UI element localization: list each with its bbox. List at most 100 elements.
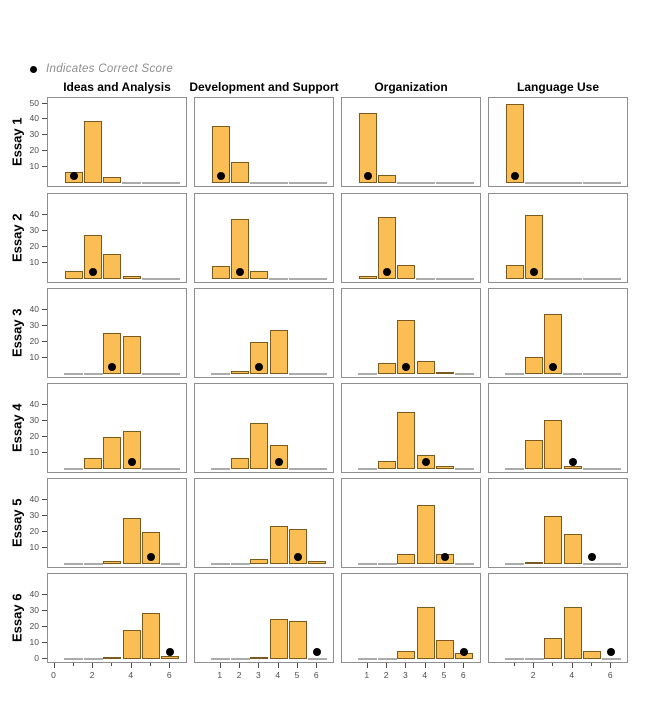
y-tick-label: 20: [29, 241, 39, 252]
zero-bar-score-5: [288, 181, 308, 184]
y-tick-label: 40: [29, 589, 39, 600]
bar-score-4: [269, 619, 288, 659]
x-tick-label: 4: [275, 670, 281, 680]
panel-essay-1-organization: [341, 97, 481, 187]
y-tick-label: 20: [29, 336, 39, 347]
y-tick-label: 30: [29, 225, 39, 236]
zero-bar-score-1: [505, 372, 525, 375]
correct-score-dot: [549, 363, 558, 371]
y-tick-mark: [42, 134, 47, 136]
panel-essay-6-ideas-and-analysis: [47, 573, 187, 663]
zero-bar-score-6: [160, 181, 180, 184]
bar-score-5: [436, 639, 454, 659]
zero-bar-score-5: [435, 181, 455, 184]
y-tick-mark: [42, 658, 47, 659]
x-tick-label: 1: [364, 670, 370, 680]
y-tick-mark: [42, 246, 47, 248]
panel-essay-2-development-and-support: [194, 193, 334, 283]
zero-bar-score-2: [230, 562, 250, 565]
bar-score-5: [289, 529, 307, 564]
zero-bar-score-3: [249, 181, 269, 184]
x-tick-mark: [366, 663, 368, 668]
panel-essay-1-language-use: [488, 97, 628, 187]
y-tick-label: 40: [29, 399, 39, 410]
panel-essay-6-development-and-support: [194, 573, 334, 663]
y-tick-mark: [42, 547, 47, 549]
zero-bar-score-3: [396, 181, 416, 184]
column-title-organization: Organization: [374, 80, 448, 94]
row-label-essay-2: Essay 2: [9, 213, 25, 263]
bar-score-4: [563, 606, 582, 659]
y-tick-mark: [42, 230, 47, 232]
y-tick-mark: [42, 118, 47, 120]
y-tick-label: 10: [29, 352, 39, 363]
correct-score-dot: [402, 363, 411, 371]
bar-score-2: [84, 234, 103, 279]
y-tick-label: 20: [29, 145, 39, 156]
correct-score-dot: [421, 458, 430, 466]
bar-score-4: [416, 361, 435, 374]
zero-bar-score-6: [601, 467, 621, 470]
bar-score-2: [378, 362, 397, 374]
zero-bar-score-6: [307, 467, 327, 470]
panel-essay-3-organization: [341, 288, 481, 378]
x-tick-mark: [424, 663, 426, 668]
zero-bar-score-1: [211, 562, 231, 565]
bar-score-5: [583, 651, 601, 659]
x-tick-mark: [258, 663, 260, 668]
bar-score-3: [103, 332, 122, 374]
bar-score-4: [122, 630, 141, 659]
bar-score-2: [231, 457, 250, 469]
zero-bar-score-5: [582, 372, 602, 375]
zero-bar-score-1: [505, 562, 525, 565]
panel-essay-5-development-and-support: [194, 478, 334, 568]
correct-score-dot: [166, 648, 175, 656]
zero-bar-score-6: [454, 372, 474, 375]
correct-score-dot: [236, 268, 245, 276]
zero-bar-score-5: [582, 277, 602, 280]
zero-bar-score-2: [377, 562, 397, 565]
y-tick-label: 10: [29, 257, 39, 268]
bar-score-5: [142, 612, 160, 659]
y-tick-label: 30: [29, 605, 39, 616]
bar-score-6: [308, 560, 327, 564]
bar-score-5: [436, 465, 454, 469]
column-title-development-and-support: Development and Support: [189, 80, 339, 94]
zero-bar-score-6: [454, 562, 474, 565]
y-tick-mark: [42, 166, 47, 168]
panel-essay-4-development-and-support: [194, 383, 334, 473]
panel-essay-3-language-use: [488, 288, 628, 378]
x-tick-mark: [53, 663, 55, 668]
y-tick-label: 40: [29, 113, 39, 124]
zero-bar-score-6: [160, 277, 180, 280]
zero-bar-score-5: [582, 562, 602, 565]
x-tick-mark: [533, 663, 535, 668]
x-tick-mark: [92, 663, 94, 668]
correct-score-dot: [147, 553, 155, 561]
zero-bar-score-6: [307, 372, 327, 375]
x-tick-mark: [610, 663, 612, 668]
zero-bar-score-5: [582, 467, 602, 470]
zero-bar-score-6: [601, 657, 621, 660]
x-tick-mark: [297, 663, 298, 668]
zero-bar-score-4: [563, 372, 583, 375]
bar-score-1: [211, 125, 230, 183]
zero-bar-score-5: [141, 467, 161, 470]
bar-score-3: [103, 437, 122, 469]
bar-score-4: [122, 335, 141, 374]
zero-bar-score-5: [582, 181, 602, 184]
zero-bar-score-1: [505, 657, 525, 660]
y-tick-mark: [42, 102, 47, 104]
correct-score-dot: [568, 458, 577, 466]
correct-score-dot: [255, 363, 264, 371]
bar-score-4: [269, 329, 288, 374]
correct-score-dot: [89, 268, 98, 276]
correct-score-dot: [69, 172, 78, 180]
zero-bar-score-2: [377, 657, 397, 660]
y-tick-label: 30: [29, 510, 39, 521]
zero-bar-score-2: [83, 657, 103, 660]
bar-score-1: [358, 275, 377, 279]
bar-score-4: [563, 465, 582, 469]
panel-essay-1-development-and-support: [194, 97, 334, 187]
y-tick-label: 10: [29, 161, 39, 172]
